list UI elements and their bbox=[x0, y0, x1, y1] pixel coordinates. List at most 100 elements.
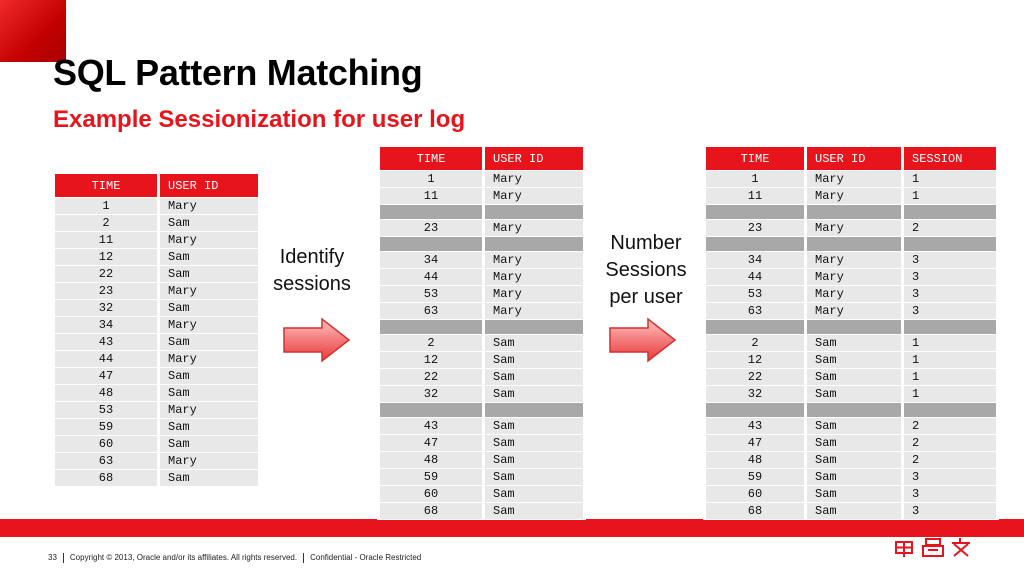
user-id-cell: Sam bbox=[807, 335, 901, 351]
user-id-cell: Sam bbox=[160, 419, 258, 435]
table-row: 23 Mary 2 bbox=[706, 220, 996, 236]
separator-cell bbox=[904, 237, 996, 251]
time-cell: 34 bbox=[380, 252, 482, 268]
separator-cell bbox=[706, 205, 804, 219]
time-cell: 23 bbox=[706, 220, 804, 236]
time-cell: 22 bbox=[55, 266, 157, 282]
table-row: 68 Sam 3 bbox=[706, 503, 996, 519]
session-separator-row bbox=[380, 403, 583, 417]
user-id-cell: Sam bbox=[485, 369, 583, 385]
table-row: 60 Sam 3 bbox=[706, 486, 996, 502]
time-cell: 47 bbox=[55, 368, 157, 384]
user-id-cell: Sam bbox=[485, 418, 583, 434]
time-cell: 60 bbox=[380, 486, 482, 502]
user-id-cell: Sam bbox=[485, 469, 583, 485]
table-row: 43 Sam bbox=[55, 334, 258, 350]
separator-cell bbox=[807, 205, 901, 219]
time-cell: 59 bbox=[380, 469, 482, 485]
user-id-cell: Sam bbox=[485, 386, 583, 402]
user-id-cell: Sam bbox=[807, 469, 901, 485]
page-number: 33 bbox=[48, 553, 57, 563]
table-row: 47 Sam bbox=[380, 435, 583, 451]
session-cell: 1 bbox=[904, 171, 996, 187]
separator-cell bbox=[380, 403, 482, 417]
user-id-cell: Mary bbox=[485, 286, 583, 302]
user-id-cell: Mary bbox=[160, 402, 258, 418]
time-cell: 11 bbox=[380, 188, 482, 204]
time-cell: 2 bbox=[706, 335, 804, 351]
time-cell: 32 bbox=[55, 300, 157, 316]
time-cell: 23 bbox=[55, 283, 157, 299]
separator-cell bbox=[706, 403, 804, 417]
separator-cell bbox=[485, 403, 583, 417]
page-title: SQL Pattern Matching bbox=[53, 52, 423, 93]
user-id-cell: Sam bbox=[160, 436, 258, 452]
time-cell: 1 bbox=[55, 198, 157, 214]
column-header: TIME bbox=[55, 174, 157, 197]
time-cell: 63 bbox=[55, 453, 157, 469]
session-separator-row bbox=[380, 237, 583, 251]
user-id-cell: Sam bbox=[160, 249, 258, 265]
table-row: 22 Sam bbox=[380, 369, 583, 385]
time-cell: 68 bbox=[55, 470, 157, 486]
separator-cell bbox=[904, 205, 996, 219]
time-cell: 22 bbox=[380, 369, 482, 385]
user-id-cell: Mary bbox=[485, 220, 583, 236]
identify-sessions-label: Identify sessions bbox=[273, 246, 351, 295]
user-id-cell: Mary bbox=[160, 198, 258, 214]
table-row: 53 Mary bbox=[55, 402, 258, 418]
user-id-cell: Sam bbox=[807, 386, 901, 402]
footer: 33 Copyright © 2013, Oracle and/or its af… bbox=[48, 553, 421, 563]
table-row: 12 Sam 1 bbox=[706, 352, 996, 368]
separator-cell bbox=[485, 320, 583, 334]
time-cell: 63 bbox=[380, 303, 482, 319]
table-row: 34 Mary bbox=[55, 317, 258, 333]
session-cell: 2 bbox=[904, 435, 996, 451]
column-header: USER ID bbox=[807, 147, 901, 170]
column-header: TIME bbox=[706, 147, 804, 170]
user-id-cell: Mary bbox=[807, 252, 901, 268]
user-id-cell: Mary bbox=[807, 269, 901, 285]
table-row: 53 Mary bbox=[380, 286, 583, 302]
time-cell: 43 bbox=[380, 418, 482, 434]
table-row: 60 Sam bbox=[55, 436, 258, 452]
session-cell: 3 bbox=[904, 503, 996, 519]
time-cell: 48 bbox=[380, 452, 482, 468]
session-cell: 1 bbox=[904, 335, 996, 351]
numbered-sessions-table: TIME USER ID SESSION 1 Mary 1 11 Mary 1 23 Mary 2 3… bbox=[703, 146, 999, 520]
time-cell: 23 bbox=[380, 220, 482, 236]
table-row: 68 Sam bbox=[55, 470, 258, 486]
session-cell: 2 bbox=[904, 418, 996, 434]
table-row: 43 Sam 2 bbox=[706, 418, 996, 434]
time-cell: 12 bbox=[55, 249, 157, 265]
user-id-cell: Sam bbox=[807, 369, 901, 385]
user-id-cell: Sam bbox=[807, 486, 901, 502]
user-id-cell: Sam bbox=[807, 503, 901, 519]
user-id-cell: Sam bbox=[807, 435, 901, 451]
time-cell: 48 bbox=[55, 385, 157, 401]
session-cell: 1 bbox=[904, 369, 996, 385]
table-row: 23 Mary bbox=[380, 220, 583, 236]
column-header: USER ID bbox=[485, 147, 583, 170]
separator-cell bbox=[485, 205, 583, 219]
user-id-cell: Sam bbox=[485, 503, 583, 519]
column-header: SESSION bbox=[904, 147, 996, 170]
time-cell: 59 bbox=[55, 419, 157, 435]
user-id-cell: Mary bbox=[485, 188, 583, 204]
table-row: 1 Mary 1 bbox=[706, 171, 996, 187]
time-cell: 53 bbox=[380, 286, 482, 302]
table-row: 32 Sam bbox=[55, 300, 258, 316]
user-id-cell: Mary bbox=[807, 303, 901, 319]
time-cell: 32 bbox=[380, 386, 482, 402]
table-row: 11 Mary bbox=[380, 188, 583, 204]
separator-cell bbox=[380, 320, 482, 334]
user-id-cell: Mary bbox=[485, 269, 583, 285]
column-header: USER ID bbox=[160, 174, 258, 197]
time-cell: 47 bbox=[380, 435, 482, 451]
table-row: 11 Mary bbox=[55, 232, 258, 248]
table-row: 32 Sam bbox=[380, 386, 583, 402]
footer-accent-bar bbox=[0, 519, 1024, 537]
session-cell: 2 bbox=[904, 452, 996, 468]
time-cell: 44 bbox=[706, 269, 804, 285]
user-id-cell: Sam bbox=[485, 452, 583, 468]
